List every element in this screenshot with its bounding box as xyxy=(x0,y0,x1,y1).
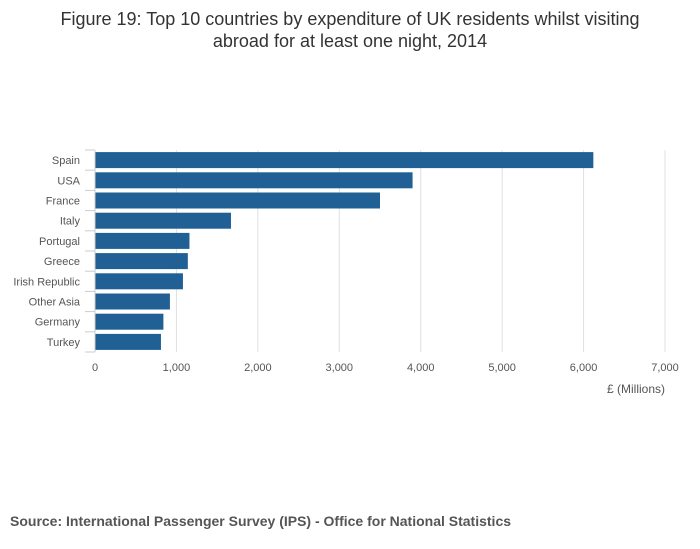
category-label: France xyxy=(46,196,80,208)
chart-title-line-2: abroad for at least one night, 2014 xyxy=(212,31,488,51)
bar-germany xyxy=(95,313,164,330)
category-label: USA xyxy=(57,175,80,187)
bar-irish-republic xyxy=(95,273,183,290)
category-label: Italy xyxy=(60,216,81,228)
x-tick-label: 5,000 xyxy=(488,362,516,374)
tick-labels: 0 1,000 2,000 3,000 4,000 5,000 6,000 7,000 xyxy=(92,362,679,374)
bar-spain xyxy=(95,152,594,169)
chart-title: Figure 19: Top 10 countries by expenditu… xyxy=(0,8,700,52)
category-label: Spain xyxy=(52,155,80,167)
bar-france xyxy=(95,192,380,209)
x-tick-label: 1,000 xyxy=(163,362,191,374)
x-tick-label: 2,000 xyxy=(244,362,272,374)
bar-portugal xyxy=(95,232,190,249)
bar-usa xyxy=(95,172,413,189)
category-labels: Spain USA France Italy Portugal Greece Irish R… xyxy=(13,149,95,353)
x-tick-label: 4,000 xyxy=(407,362,435,374)
category-label: Irish Republic xyxy=(13,276,80,288)
x-tick-label: 6,000 xyxy=(570,362,598,374)
x-tick-label: 0 xyxy=(92,362,98,374)
bar-greece xyxy=(95,253,188,270)
bar-turkey xyxy=(95,333,161,350)
bar-italy xyxy=(95,212,231,229)
category-label: Greece xyxy=(44,256,80,268)
source-note: Source: International Passenger Survey (… xyxy=(10,513,512,529)
bar-other-asia xyxy=(95,293,170,310)
chart-title-line-1: Figure 19: Top 10 countries by expenditu… xyxy=(60,9,640,29)
category-label: Germany xyxy=(35,317,81,329)
bars xyxy=(95,152,594,350)
x-tick-label: 3,000 xyxy=(326,362,354,374)
category-label: Other Asia xyxy=(29,297,81,309)
x-axis-title: £ (Millions) xyxy=(607,382,665,396)
category-label: Portugal xyxy=(39,236,80,248)
category-label: Turkey xyxy=(47,337,81,349)
x-tick-label: 7,000 xyxy=(651,362,679,374)
